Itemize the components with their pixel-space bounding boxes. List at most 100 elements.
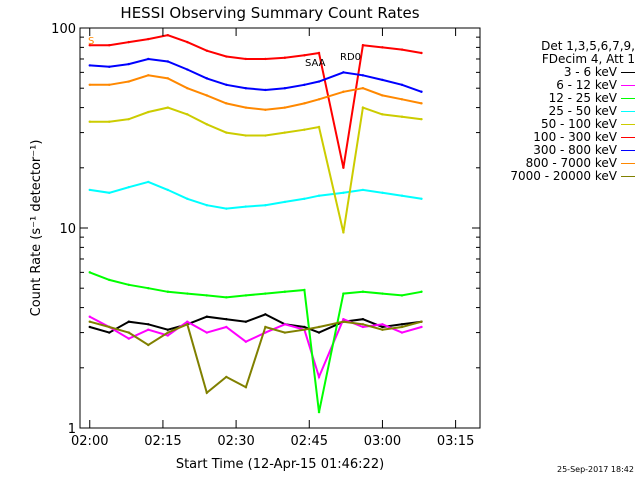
data-point-0-1 — [108, 331, 111, 334]
data-point-0-6 — [205, 315, 209, 318]
data-point-8-13 — [342, 320, 345, 323]
legend-entry-label: 6 - 12 keV — [556, 78, 617, 92]
data-point-1-8 — [244, 340, 248, 343]
render-timestamp: 25-Sep-2017 18:42 — [557, 465, 634, 474]
data-point-3-16 — [400, 194, 404, 197]
data-point-7-4 — [166, 77, 170, 80]
data-point-1-4 — [166, 334, 170, 337]
data-point-4-6 — [205, 123, 209, 126]
data-point-3-12 — [317, 194, 321, 197]
data-point-4-9 — [264, 134, 267, 137]
data-point-0-3 — [147, 323, 150, 326]
data-point-0-4 — [166, 328, 170, 331]
data-point-7-14 — [361, 87, 365, 90]
data-point-1-0 — [88, 315, 91, 318]
data-point-0-12 — [317, 331, 321, 334]
data-point-3-7 — [225, 207, 228, 210]
data-point-8-0 — [88, 320, 91, 323]
data-point-3-11 — [303, 197, 306, 200]
data-point-0-9 — [264, 313, 267, 316]
data-point-6-7 — [225, 83, 228, 86]
flag-label-1: SAA — [305, 58, 326, 69]
series-line-5 — [89, 34, 422, 169]
data-point-2-6 — [205, 294, 209, 297]
legend: Det 1,3,5,6,7,9, FDecim 4, Att 1 3 - 6 k… — [500, 40, 635, 183]
data-point-7-16 — [400, 98, 404, 101]
data-point-2-9 — [264, 292, 267, 295]
data-point-7-8 — [244, 106, 248, 109]
legend-entry-label: 50 - 100 keV — [540, 117, 617, 131]
data-point-4-7 — [225, 131, 228, 134]
data-point-4-11 — [303, 128, 306, 131]
legend-header-line-2: FDecim 4, Att 1 — [541, 52, 635, 66]
data-point-3-4 — [166, 188, 170, 192]
data-point-4-12 — [317, 125, 321, 129]
data-point-2-15 — [381, 292, 384, 295]
data-point-2-14 — [361, 290, 365, 293]
data-point-6-0 — [88, 64, 91, 67]
data-point-7-9 — [264, 108, 267, 111]
series-line-6 — [89, 57, 422, 93]
series-line-7 — [89, 74, 422, 111]
data-point-3-8 — [244, 205, 248, 208]
data-point-5-6 — [205, 49, 209, 52]
legend-entry-label: 800 - 7000 keV — [525, 156, 617, 170]
legend-swatch — [621, 163, 635, 164]
data-point-5-10 — [283, 56, 287, 59]
data-point-2-16 — [400, 294, 404, 297]
data-point-7-2 — [127, 80, 130, 83]
data-point-1-12 — [317, 375, 321, 379]
legend-swatch — [621, 124, 635, 125]
data-point-6-13 — [342, 71, 345, 74]
data-point-3-17 — [420, 197, 423, 200]
data-point-8-7 — [225, 375, 228, 379]
data-point-2-5 — [186, 292, 189, 295]
y-tick-label-1: 10 — [59, 222, 76, 237]
data-point-2-4 — [166, 290, 170, 293]
data-point-7-0 — [88, 83, 91, 86]
data-point-1-14 — [361, 325, 365, 329]
plot-area: S SAA RD0 — [88, 34, 423, 414]
data-point-3-14 — [361, 188, 365, 192]
data-point-0-2 — [127, 320, 130, 323]
data-point-6-9 — [264, 88, 267, 92]
chart-title: HESSI Observing Summary Count Rates — [120, 4, 419, 22]
data-point-2-0 — [88, 271, 91, 274]
data-point-3-5 — [186, 197, 189, 200]
x-tick-label-4: 03:00 — [364, 434, 401, 449]
data-point-5-13 — [342, 166, 345, 169]
data-point-8-3 — [147, 343, 150, 347]
data-point-4-10 — [283, 131, 287, 134]
data-point-3-3 — [147, 180, 150, 184]
data-point-3-0 — [88, 188, 91, 192]
series-line-0 — [89, 313, 422, 334]
data-point-6-5 — [186, 68, 189, 71]
data-point-3-1 — [108, 191, 111, 194]
data-point-5-16 — [400, 48, 404, 51]
data-point-0-0 — [88, 325, 91, 329]
data-point-6-16 — [400, 83, 404, 86]
data-point-6-3 — [147, 57, 150, 61]
data-point-4-2 — [127, 117, 130, 121]
data-point-2-3 — [147, 287, 150, 290]
x-tick-label-0: 02:00 — [71, 434, 108, 449]
data-point-4-3 — [147, 110, 150, 114]
y-axis-label: Count Rate (s⁻¹ detector⁻¹) — [29, 140, 44, 317]
data-point-0-14 — [361, 317, 365, 321]
data-point-8-6 — [205, 391, 209, 394]
data-point-8-4 — [166, 331, 170, 334]
data-point-4-4 — [166, 106, 170, 109]
y-tick-label-2: 100 — [51, 22, 76, 37]
data-point-6-8 — [244, 87, 248, 90]
data-point-8-10 — [283, 331, 287, 334]
data-point-8-14 — [361, 323, 365, 326]
legend-entry: 7000 - 20000 keV — [500, 170, 635, 183]
data-point-1-2 — [127, 337, 130, 340]
data-point-4-0 — [88, 120, 91, 123]
axes: 02:00 02:15 02:30 02:45 03:00 03:15 1 10 100 — [51, 22, 481, 449]
data-point-5-3 — [147, 37, 150, 41]
data-point-3-9 — [264, 204, 267, 207]
data-point-7-11 — [303, 102, 306, 105]
legend-swatch — [621, 85, 635, 86]
legend-entry: 800 - 7000 keV — [500, 157, 635, 170]
